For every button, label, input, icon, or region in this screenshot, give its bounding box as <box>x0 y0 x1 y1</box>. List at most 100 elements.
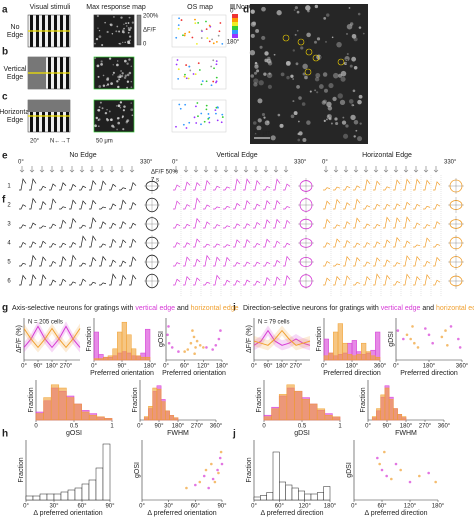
x-tick-label: 120° <box>404 504 417 510</box>
trace <box>79 278 87 286</box>
cell <box>332 96 337 102</box>
cell <box>123 27 125 30</box>
x-tick-label: 0° <box>139 504 145 510</box>
cell <box>346 33 348 35</box>
cell <box>357 99 362 105</box>
angle: 330° <box>294 160 307 166</box>
trace <box>59 256 67 267</box>
row-label: Edge <box>7 117 23 124</box>
cell <box>128 16 131 19</box>
os-map <box>171 99 227 133</box>
bar <box>74 487 83 501</box>
cell <box>300 46 304 50</box>
os-cell <box>194 22 197 25</box>
point <box>167 325 170 328</box>
cell <box>113 16 115 18</box>
cell <box>126 80 130 83</box>
arrow-icon <box>233 166 239 173</box>
cell <box>358 26 362 29</box>
os-cell <box>188 31 191 33</box>
trace <box>383 274 391 286</box>
x-tick-label: 0° <box>393 364 399 370</box>
trace <box>433 243 441 248</box>
trace <box>99 221 107 229</box>
wheel-swatch <box>232 34 238 38</box>
cell-ring <box>337 58 345 66</box>
x-tick-label: 0° <box>251 364 257 370</box>
bar <box>375 331 381 361</box>
cell <box>350 114 356 121</box>
cell <box>353 135 356 138</box>
cell <box>352 104 355 107</box>
row-label: Vertical <box>4 66 27 73</box>
trace <box>383 216 391 229</box>
trace <box>183 275 191 286</box>
trace <box>203 254 211 267</box>
y-label: Fraction <box>360 387 367 412</box>
trace <box>423 237 431 248</box>
trace <box>233 178 241 191</box>
trace <box>373 224 381 229</box>
os-cell <box>177 27 180 30</box>
point <box>194 346 197 349</box>
bar <box>271 408 280 421</box>
bar <box>121 321 127 361</box>
cell <box>117 121 121 125</box>
arrow-icon <box>29 166 35 173</box>
trace <box>129 238 137 248</box>
x-tick-label: 270° <box>60 364 73 370</box>
cell <box>336 41 342 48</box>
cell <box>343 61 348 65</box>
x-tick-label: 360° <box>456 364 469 370</box>
point <box>193 352 196 356</box>
cell <box>358 94 363 99</box>
x-tick-label: 90° <box>217 504 227 510</box>
trace <box>79 200 87 210</box>
x-tick-label: 180° <box>144 364 157 370</box>
os-cell <box>210 84 213 87</box>
cell <box>270 135 276 141</box>
axes <box>395 318 462 361</box>
point <box>191 329 194 332</box>
cell <box>116 128 118 131</box>
cell <box>250 74 255 78</box>
x-tick-label: 60° <box>191 504 201 510</box>
angle: 330° <box>140 160 153 166</box>
trace <box>39 240 47 248</box>
bar <box>102 443 111 501</box>
trace <box>233 280 241 286</box>
cell <box>259 45 263 49</box>
bar <box>272 451 280 501</box>
arrow-icon <box>373 166 379 173</box>
trace <box>383 203 391 210</box>
x-tick-label: 0.5 <box>70 424 79 430</box>
cell <box>314 40 317 44</box>
point <box>213 480 217 484</box>
trace <box>393 217 401 229</box>
scale-y: ΔF/F 50% <box>151 170 178 176</box>
x-tick-label: 60° <box>180 364 190 370</box>
cell <box>263 116 266 119</box>
cell <box>130 80 133 83</box>
cell <box>104 111 108 115</box>
trace <box>273 199 281 210</box>
trace <box>29 178 37 191</box>
point <box>189 341 193 345</box>
cell <box>122 109 125 112</box>
cell <box>117 104 121 108</box>
point <box>399 468 402 472</box>
cell <box>267 84 272 89</box>
point <box>218 456 222 460</box>
trace <box>433 181 441 191</box>
point <box>195 339 199 343</box>
trace <box>69 183 77 191</box>
cell <box>131 21 134 24</box>
point <box>444 329 447 332</box>
trace <box>173 242 181 248</box>
os-cell <box>210 65 213 68</box>
trace <box>129 274 137 286</box>
line <box>253 329 311 346</box>
x-label: FWHM <box>395 430 417 437</box>
bar <box>67 489 76 501</box>
trace <box>129 202 137 210</box>
